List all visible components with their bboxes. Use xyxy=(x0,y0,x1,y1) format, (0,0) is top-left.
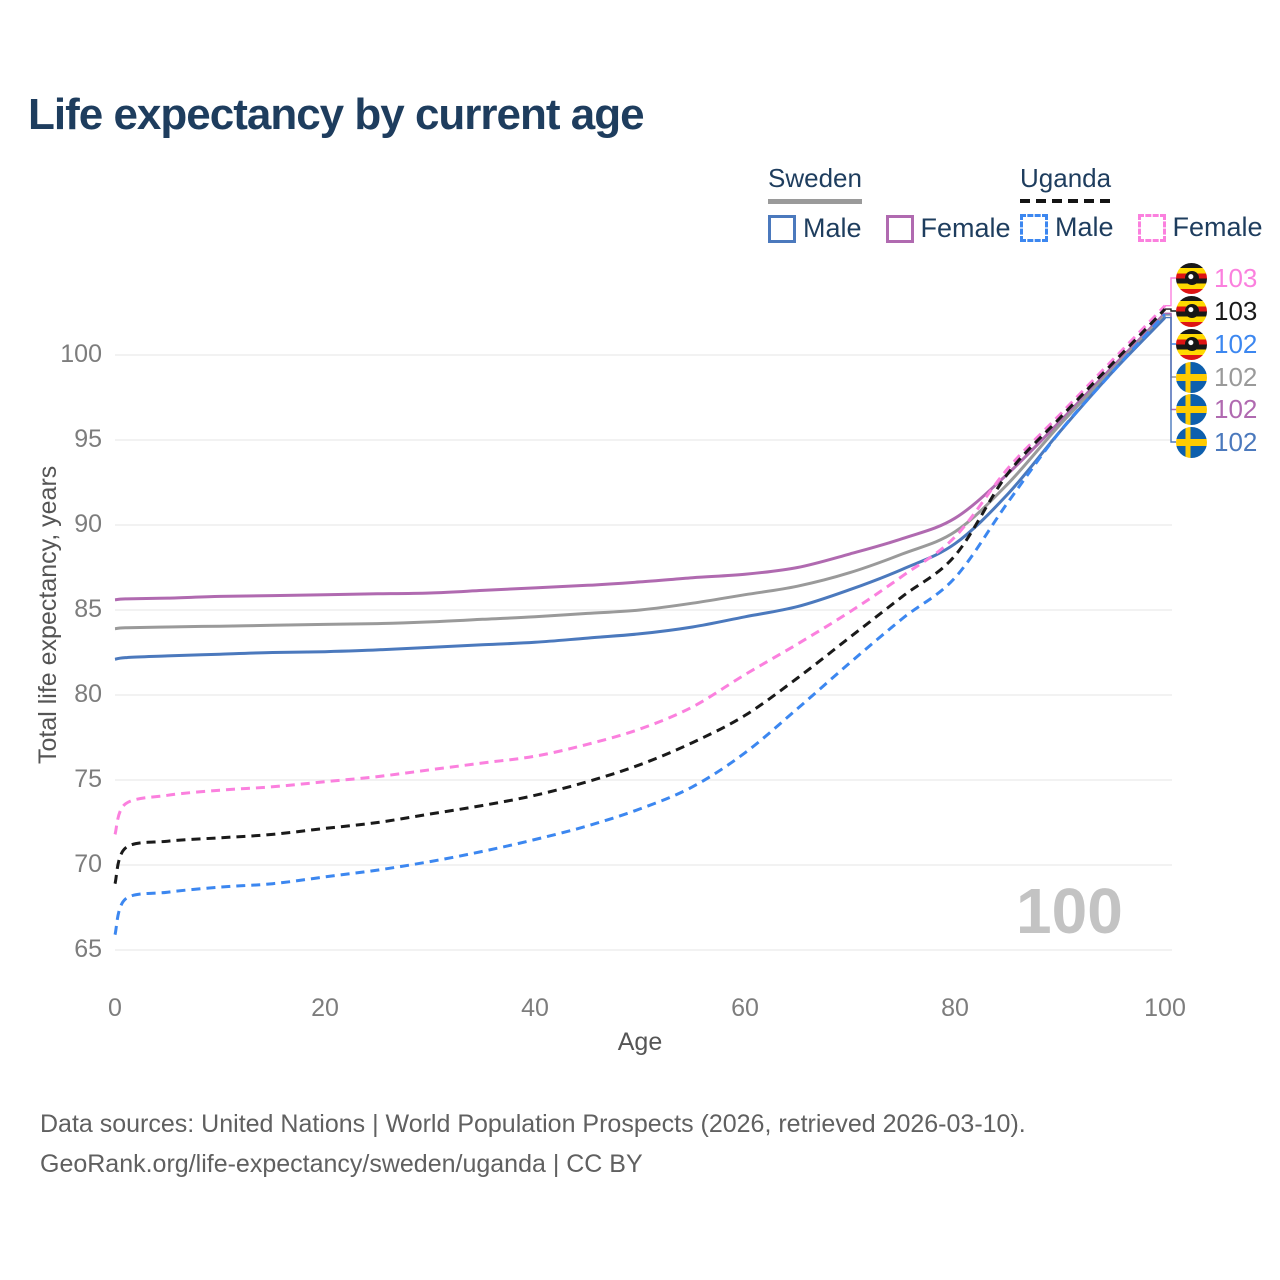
legend-item-sweden-male[interactable]: Male xyxy=(768,213,862,244)
end-label-value-uganda_female: 103 xyxy=(1214,262,1258,293)
end-label-sweden_total: 102 xyxy=(1176,361,1258,393)
end-label-value-uganda_total: 103 xyxy=(1214,295,1258,326)
x-tick-40: 40 xyxy=(521,994,549,1022)
end-label-connector-sweden_male xyxy=(1165,316,1176,443)
end-label-uganda_female: 103 xyxy=(1176,262,1258,294)
x-tick-60: 60 xyxy=(731,994,759,1022)
legend-country-sweden-label: Sweden xyxy=(768,163,862,193)
y-tick-100: 100 xyxy=(60,340,102,368)
series-line-uganda_total xyxy=(113,308,1167,885)
legend-label-sweden-male: Male xyxy=(803,213,862,243)
uganda-flag-icon xyxy=(1176,262,1207,294)
end-label-value-uganda_male: 102 xyxy=(1214,328,1258,359)
end-label-uganda_male: 102 xyxy=(1176,328,1258,360)
end-label-value-sweden_total: 102 xyxy=(1214,361,1258,392)
x-tick-0: 0 xyxy=(108,994,122,1022)
end-label-sweden_male: 102 xyxy=(1176,426,1258,458)
uganda-female-swatch-icon xyxy=(1137,213,1166,242)
legend-label-uganda-male: Male xyxy=(1055,212,1114,242)
sweden-flag-icon xyxy=(1176,426,1207,458)
x-tick-80: 80 xyxy=(941,994,969,1022)
y-tick-75: 75 xyxy=(74,765,102,793)
sweden-flag-icon xyxy=(1176,394,1207,425)
sweden-male-swatch-icon xyxy=(768,214,796,243)
legend-item-uganda-male[interactable]: Male xyxy=(1020,212,1114,243)
x-tick-20: 20 xyxy=(311,994,339,1022)
end-label-sweden_female: 102 xyxy=(1176,394,1257,425)
uganda-male-swatch-icon xyxy=(1020,213,1048,242)
end-label-value-sweden_female: 102 xyxy=(1214,394,1258,424)
legend-label-sweden-female: Female xyxy=(920,213,1011,243)
sweden-female-swatch-icon xyxy=(885,214,914,243)
legend-country-uganda-label: Uganda xyxy=(1020,163,1112,193)
uganda-flag-icon xyxy=(1176,295,1207,327)
series-line-sweden_male xyxy=(114,316,1167,661)
legend-item-uganda-female[interactable]: Female xyxy=(1137,212,1263,243)
y-tick-80: 80 xyxy=(74,680,102,708)
footer-attribution: GeoRank.org/life-expectancy/sweden/ugand… xyxy=(40,1150,643,1178)
x-axis-title: Age xyxy=(617,1028,663,1056)
legend-label-uganda-female: Female xyxy=(1172,212,1263,242)
footer-data-sources: Data sources: United Nations | World Pop… xyxy=(40,1110,1026,1138)
page-title: Life expectancy by current age xyxy=(28,90,645,139)
y-tick-85: 85 xyxy=(74,595,102,623)
y-tick-90: 90 xyxy=(74,510,102,538)
end-label-uganda_total: 103 xyxy=(1176,295,1258,327)
sweden-total-line-swatch xyxy=(768,199,862,204)
series-line-sweden_female xyxy=(114,312,1167,602)
uganda-total-line-swatch xyxy=(1020,199,1112,203)
legend-group-uganda: Uganda Male Female xyxy=(1020,163,1280,243)
end-label-connector-uganda_female xyxy=(1165,277,1176,307)
sweden-flag-icon xyxy=(1176,361,1207,393)
y-axis-title: Total life expectancy, years xyxy=(34,465,62,764)
y-tick-95: 95 xyxy=(74,425,102,453)
uganda-flag-icon xyxy=(1176,328,1207,360)
end-label-value-sweden_male: 102 xyxy=(1214,426,1258,457)
end-label-connector-uganda_total xyxy=(1165,308,1176,312)
current-age-watermark: 100 xyxy=(1016,875,1123,947)
legend-group-sweden: Sweden Male Female xyxy=(768,163,1035,244)
y-tick-70: 70 xyxy=(74,850,102,878)
legend-country-sweden[interactable]: Sweden xyxy=(768,163,862,204)
legend-item-sweden-female[interactable]: Female xyxy=(885,213,1011,244)
series-line-uganda_male xyxy=(113,313,1167,936)
legend-country-uganda[interactable]: Uganda xyxy=(1020,163,1112,203)
y-tick-65: 65 xyxy=(74,935,102,963)
series-line-uganda_female xyxy=(113,304,1167,835)
x-tick-100: 100 xyxy=(1144,994,1186,1022)
series-line-sweden_total xyxy=(114,314,1167,631)
